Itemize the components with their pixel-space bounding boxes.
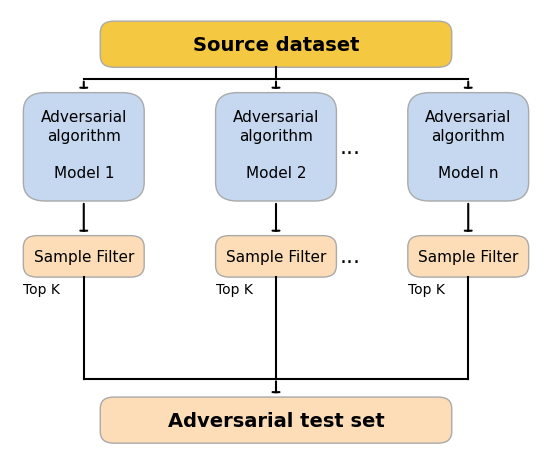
FancyBboxPatch shape (216, 236, 336, 277)
Text: algorithm: algorithm (239, 129, 313, 144)
Text: algorithm: algorithm (47, 129, 121, 144)
Text: Sample Filter: Sample Filter (226, 250, 326, 264)
Text: Model n: Model n (438, 165, 498, 180)
Text: Sample Filter: Sample Filter (34, 250, 134, 264)
FancyBboxPatch shape (216, 94, 336, 201)
Text: algorithm: algorithm (431, 129, 505, 144)
Text: Adversarial: Adversarial (425, 110, 511, 125)
Text: Sample Filter: Sample Filter (418, 250, 518, 264)
FancyBboxPatch shape (408, 236, 529, 277)
FancyBboxPatch shape (23, 94, 144, 201)
FancyBboxPatch shape (408, 94, 529, 201)
Text: Top K: Top K (23, 282, 60, 296)
Text: ...: ... (339, 247, 360, 267)
Text: ...: ... (339, 138, 360, 158)
Text: Model 1: Model 1 (54, 165, 114, 180)
Text: Source dataset: Source dataset (193, 36, 359, 55)
Text: Adversarial: Adversarial (41, 110, 127, 125)
Text: Top K: Top K (408, 282, 445, 296)
Text: Adversarial test set: Adversarial test set (168, 411, 384, 430)
Text: Top K: Top K (216, 282, 252, 296)
FancyBboxPatch shape (23, 236, 144, 277)
Text: Model 2: Model 2 (246, 165, 306, 180)
FancyBboxPatch shape (100, 397, 452, 443)
FancyBboxPatch shape (100, 22, 452, 68)
Text: Adversarial: Adversarial (233, 110, 319, 125)
